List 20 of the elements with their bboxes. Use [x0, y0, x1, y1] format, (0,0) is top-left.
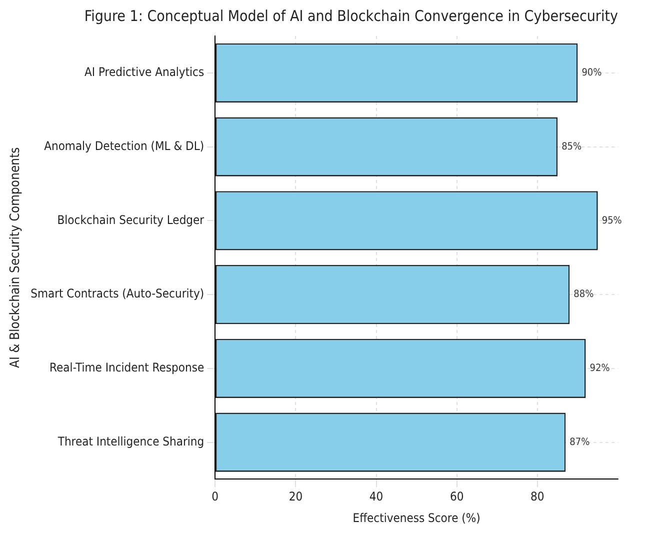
y-tick-label: Threat Intelligence Sharing — [56, 434, 204, 448]
data-label: 95% — [602, 215, 622, 226]
y-tick-label: Smart Contracts (Auto-Security) — [30, 286, 204, 301]
y-tick-label: Anomaly Detection (ML & DL) — [44, 138, 204, 153]
data-label: 92% — [590, 362, 610, 374]
x-axis-title: Effectiveness Score (%) — [352, 510, 480, 525]
data-label: 90% — [582, 68, 602, 79]
y-tick-label: Real-Time Incident Response — [50, 360, 204, 375]
x-tick-label: 60 — [450, 490, 464, 504]
x-tick-label: 80 — [530, 490, 544, 504]
data-label: 87% — [570, 436, 590, 448]
y-tick-label: Blockchain Security Ledger — [57, 212, 205, 227]
x-tick-label: 40 — [369, 490, 384, 504]
data-label: 85% — [562, 141, 582, 152]
x-tick-label: 0 — [212, 490, 219, 504]
y-tick-label: AI Predictive Analytics — [84, 65, 204, 80]
chart-title: Figure 1: Conceptual Model of AI and Blockchain Convergence in Cybersecurity — [84, 6, 618, 25]
data-label: 88% — [574, 289, 594, 300]
x-tick-label: 20 — [288, 490, 303, 504]
y-axis-title: AI & Blockchain Security Components — [8, 147, 24, 368]
